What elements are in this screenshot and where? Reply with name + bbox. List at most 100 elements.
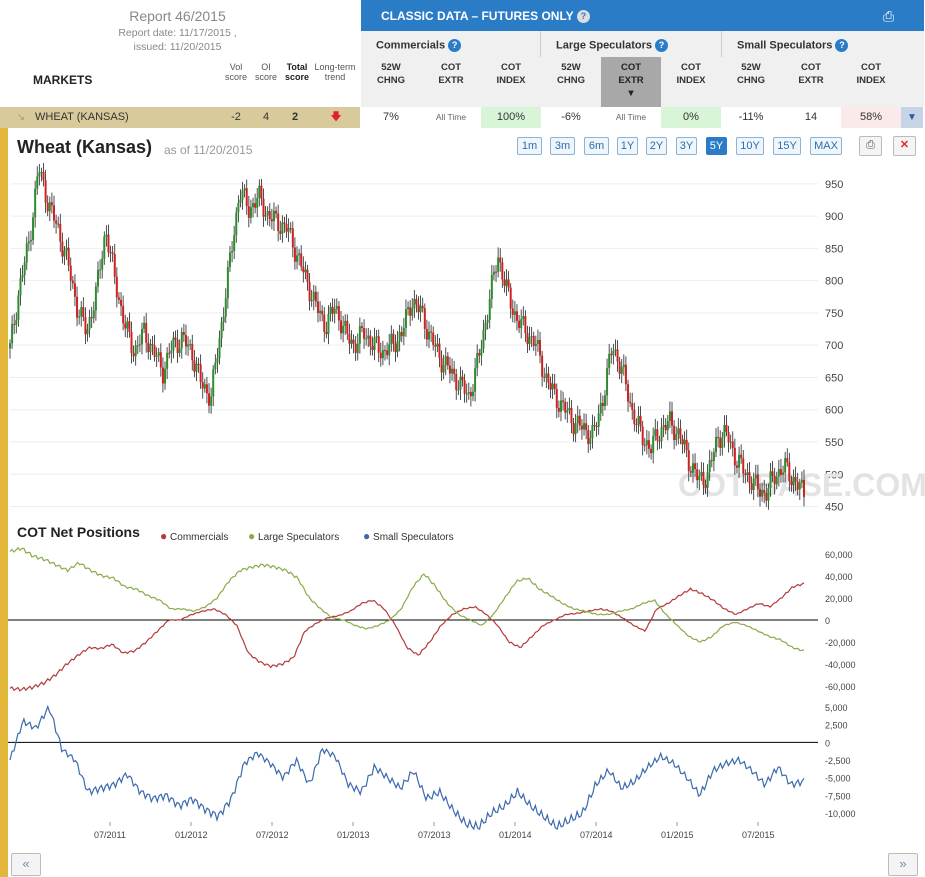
candle — [580, 425, 583, 430]
sub-header[interactable]: 52W CHNG — [737, 62, 765, 86]
period-10y-button[interactable]: 10Y — [736, 137, 764, 155]
candle — [639, 415, 642, 427]
sub-header[interactable]: COT EXTR — [438, 62, 464, 86]
sub-header[interactable]: 52W CHNG — [557, 62, 585, 86]
candle — [463, 380, 466, 394]
period-3y-button[interactable]: 3Y — [676, 137, 697, 155]
candle — [180, 332, 183, 349]
candle — [715, 436, 718, 453]
print-chart-icon[interactable]: ⎙ — [859, 136, 882, 156]
candle — [189, 343, 192, 345]
row-expand-button[interactable]: ▼ — [901, 107, 923, 128]
period-3m-button[interactable]: 3m — [550, 137, 575, 155]
candle — [331, 306, 334, 314]
candle — [394, 343, 397, 353]
candle — [599, 402, 602, 414]
candle — [645, 440, 648, 446]
sub-header[interactable]: COT EXTR — [798, 62, 824, 86]
candle — [71, 280, 74, 284]
period-15y-button[interactable]: 15Y — [773, 137, 801, 155]
candle — [539, 339, 542, 356]
candle — [384, 350, 387, 352]
sub-header-sorted[interactable]: COT EXTR ▼ — [601, 57, 661, 107]
candle — [308, 282, 311, 302]
legend-large-speculators[interactable]: ● Large Speculators — [248, 529, 340, 543]
sub-header[interactable]: COT INDEX — [856, 62, 886, 86]
candle — [293, 247, 296, 262]
candle — [427, 331, 430, 340]
sub-header[interactable]: COT INDEX — [676, 62, 706, 86]
period-max-button[interactable]: MAX — [810, 137, 842, 155]
candle — [363, 328, 366, 339]
candle — [134, 345, 137, 357]
candle — [231, 251, 234, 253]
period-1y-button[interactable]: 1Y — [617, 137, 638, 155]
candle — [643, 445, 646, 447]
oi-score-header: OI score — [254, 62, 277, 82]
candle — [138, 344, 141, 346]
sub-header[interactable]: 52W CHNG — [377, 62, 405, 86]
candle — [9, 343, 11, 349]
candle — [296, 255, 299, 262]
candle — [595, 426, 598, 428]
candle — [515, 311, 518, 321]
help-icon[interactable]: ? — [448, 39, 462, 52]
candle — [390, 333, 393, 345]
scroll-left-button[interactable]: « — [11, 853, 41, 876]
report-date: Report date: 11/17/2015 , — [118, 27, 237, 39]
report-panel: Report 46/2015 Report date: 11/17/2015 ,… — [0, 0, 360, 107]
sub-header[interactable]: COT INDEX — [496, 62, 526, 86]
candle — [520, 319, 523, 329]
scroll-right-button[interactable]: » — [888, 853, 918, 876]
candle — [731, 441, 734, 448]
candle — [153, 345, 156, 357]
candle — [166, 352, 169, 369]
candle — [193, 360, 196, 372]
candle — [442, 365, 445, 373]
period-1m-button[interactable]: 1m — [517, 137, 542, 155]
candle — [325, 331, 328, 335]
candle — [725, 424, 728, 432]
help-icon[interactable]: ? — [576, 10, 590, 24]
candle — [63, 250, 66, 257]
print-icon[interactable]: ⎙ — [883, 8, 895, 24]
candle — [545, 373, 548, 378]
candle — [302, 266, 305, 273]
candle — [448, 365, 451, 374]
candle — [132, 353, 135, 357]
period-2y-button[interactable]: 2Y — [646, 137, 667, 155]
close-chart-icon[interactable]: ✕ — [893, 136, 916, 156]
candle — [740, 454, 743, 459]
candle — [654, 429, 657, 436]
candle — [17, 295, 20, 320]
legend-small-speculators[interactable]: ● Small Speculators — [363, 529, 454, 543]
candle — [371, 346, 374, 350]
market-name[interactable]: WHEAT (KANSAS) — [35, 111, 129, 123]
y-tick-label: -20,000 — [825, 638, 856, 648]
help-icon[interactable]: ? — [655, 39, 669, 52]
candle — [50, 202, 53, 206]
candle — [438, 343, 441, 358]
candle — [239, 199, 242, 203]
large-cot-index: 0% — [661, 107, 721, 128]
legend-commercials[interactable]: ● Commercials — [160, 529, 229, 543]
help-icon[interactable]: ? — [835, 39, 849, 52]
candle — [195, 363, 198, 372]
candle — [375, 336, 378, 338]
candle — [415, 299, 418, 305]
candle — [585, 423, 588, 431]
candle — [729, 441, 732, 443]
market-row-wheat-kansas[interactable]: ↘ WHEAT (KANSAS) -2 4 2 🡇 7% All Time 10… — [0, 107, 925, 128]
candle — [574, 423, 577, 435]
candle — [76, 296, 79, 318]
candle — [57, 223, 60, 225]
period-5y-button[interactable]: 5Y — [706, 137, 727, 155]
candle — [84, 317, 87, 335]
candle — [270, 219, 273, 222]
candle — [205, 384, 208, 394]
candle — [254, 203, 257, 208]
period-6m-button[interactable]: 6m — [584, 137, 609, 155]
candle — [122, 305, 125, 324]
y-tick-label: 700 — [825, 340, 843, 352]
x-tick-label: 07/2011 — [94, 830, 126, 840]
